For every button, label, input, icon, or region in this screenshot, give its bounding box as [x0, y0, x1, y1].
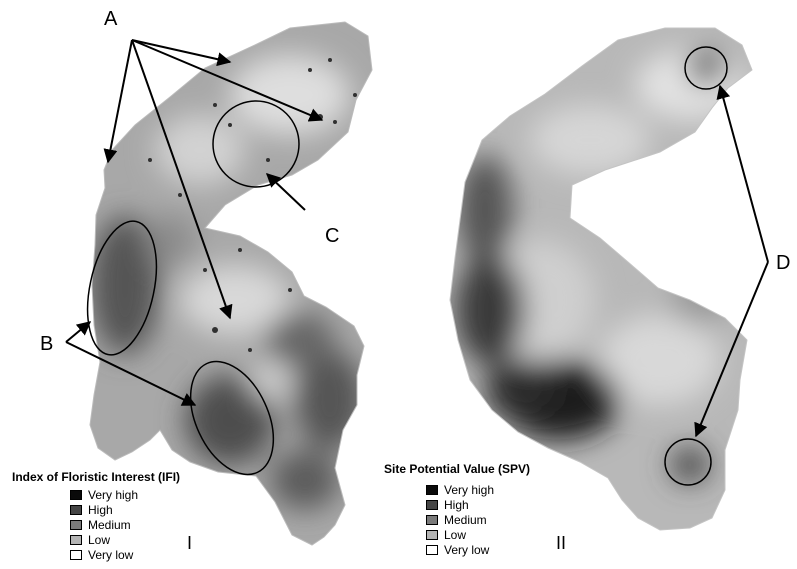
callout-a: A	[104, 8, 118, 30]
legend-ifi-row: Very high	[70, 487, 180, 502]
callout-c: C	[325, 225, 340, 247]
callout-d: D	[776, 252, 791, 274]
region-b-ellipse-upper	[86, 220, 158, 356]
legend-spv-swatch-very-high	[426, 484, 438, 495]
legend-spv-row: Medium	[426, 512, 530, 527]
legend-ifi-swatch-very-high	[70, 489, 82, 500]
legend-ifi-label: Very low	[88, 547, 134, 562]
legend-spv-label: Very high	[444, 482, 495, 497]
legend-spv-row: Very low	[426, 542, 530, 557]
region-d-circle-top	[684, 46, 728, 90]
legend-ifi-swatch-medium	[70, 519, 82, 530]
arrows-b	[65, 321, 197, 406]
legend-ifi-label: Low	[88, 532, 111, 547]
region-d-circle-bottom	[664, 438, 712, 486]
panel-numeral-ii: II	[556, 533, 567, 553]
legend-spv-label: Low	[444, 527, 467, 542]
region-b-ellipse-lower	[189, 360, 275, 476]
legend-ifi-title: Index of Floristic Interest (IFI)	[12, 470, 181, 484]
arrows-d	[694, 84, 769, 438]
ifi-speckles	[148, 58, 357, 352]
legend-spv-label: High	[444, 497, 469, 512]
legend-ifi-row: Low	[70, 532, 180, 547]
region-c-circle	[212, 100, 300, 188]
legend-spv: Site Potential Value (SPV) Very high Hig…	[384, 462, 530, 557]
legend-ifi-row: Medium	[70, 517, 180, 532]
legend-spv-label: Very low	[444, 542, 490, 557]
legend-spv-swatch-high	[426, 499, 438, 510]
legend-ifi-swatch-very-low	[70, 549, 82, 560]
legend-ifi-swatch-high	[70, 504, 82, 515]
legend-ifi-label: Medium	[88, 517, 131, 532]
legend-ifi-row: High	[70, 502, 180, 517]
legend-spv-swatch-very-low	[426, 544, 438, 555]
legend-ifi-label: Very high	[88, 487, 139, 502]
legend-spv-row: Low	[426, 527, 530, 542]
legend-spv-swatch-low	[426, 529, 438, 540]
legend-spv-row: Very high	[426, 482, 530, 497]
legend-ifi-row: Very low	[70, 547, 180, 562]
arrows-a	[103, 39, 324, 320]
panel-numeral-i: I	[187, 533, 193, 553]
legend-spv-row: High	[426, 497, 530, 512]
legend-spv-label: Medium	[444, 512, 487, 527]
arrow-c	[265, 173, 306, 211]
legend-ifi-label: High	[88, 502, 113, 517]
legend-ifi: Index of Floristic Interest (IFI) Very h…	[12, 470, 180, 562]
legend-spv-swatch-medium	[426, 514, 438, 525]
legend-ifi-swatch-low	[70, 534, 82, 545]
legend-spv-title: Site Potential Value (SPV)	[384, 462, 531, 476]
callout-b: B	[40, 333, 54, 355]
